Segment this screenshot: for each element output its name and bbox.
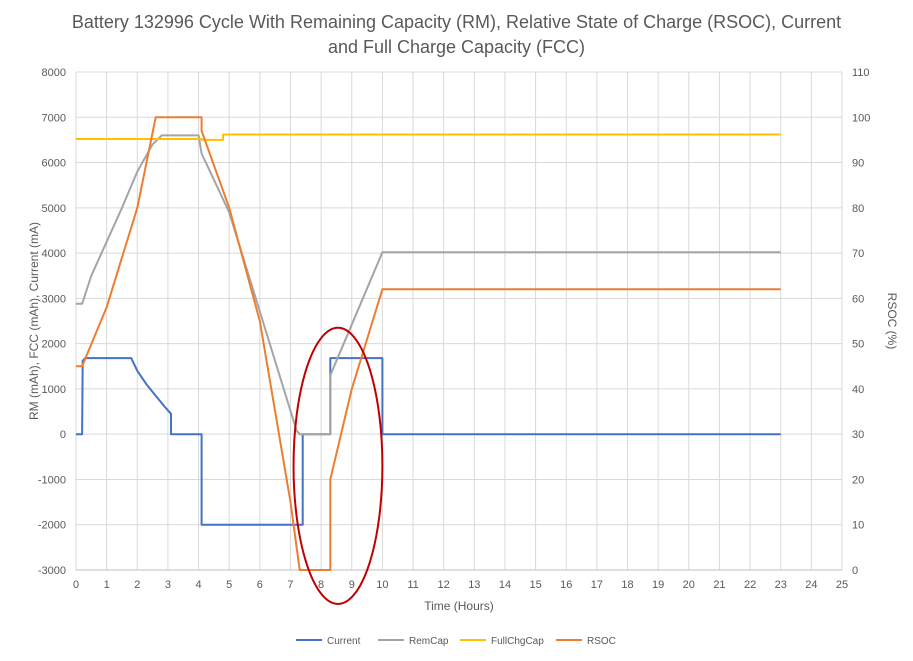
annotation-ellipse <box>292 326 384 605</box>
x-tick-label: 17 <box>591 579 603 591</box>
legend-label: Current <box>327 636 361 647</box>
x-tick-label: 11 <box>407 579 418 591</box>
y-tick-label: 8000 <box>42 67 66 79</box>
y2-tick-label: 10 <box>852 520 864 532</box>
y-tick-label: 1000 <box>42 384 66 396</box>
x-tick-label: 0 <box>73 579 79 591</box>
y-axis-title: RM (mAh), FCC (mAh), Current (mA) <box>27 222 41 420</box>
x-tick-label: 1 <box>104 579 110 591</box>
y2-axis-title: RSOC (%) <box>885 293 899 350</box>
x-tick-label: 21 <box>713 579 725 591</box>
x-tick-label: 2 <box>134 579 140 591</box>
x-tick-label: 8 <box>318 579 324 591</box>
x-tick-label: 6 <box>257 579 263 591</box>
y2-tick-label: 30 <box>852 429 864 441</box>
y2-tick-label: 20 <box>852 474 864 486</box>
x-tick-label: 15 <box>529 579 541 591</box>
y-tick-label: 0 <box>60 429 66 441</box>
y2-tick-label: 100 <box>852 112 870 124</box>
y-tick-label: 3000 <box>42 293 66 305</box>
series-line-remcap <box>76 134 781 436</box>
chart-title-line-1: Battery 132996 Cycle With Remaining Capa… <box>71 12 842 32</box>
x-tick-label: 18 <box>621 579 633 591</box>
y-tick-label: -3000 <box>38 565 66 577</box>
legend-label: FullChgCap <box>491 636 544 647</box>
x-tick-label: 14 <box>499 579 511 591</box>
y-tick-label: 5000 <box>42 203 66 215</box>
series-line-fullchgcap <box>76 133 781 141</box>
x-tick-label: 24 <box>805 579 817 591</box>
y-tick-label: -1000 <box>38 474 66 486</box>
chart-title-line-2: and Full Charge Capacity (FCC) <box>327 37 586 57</box>
y-tick-label: 6000 <box>42 158 66 170</box>
x-tick-label: 25 <box>836 579 848 591</box>
series-line-current <box>76 357 781 526</box>
series-line-rsoc <box>76 116 781 571</box>
x-tick-label: 13 <box>468 579 480 591</box>
x-tick-label: 5 <box>226 579 232 591</box>
x-tick-label: 4 <box>195 579 201 591</box>
x-tick-label: 7 <box>287 579 293 591</box>
x-tick-label: 10 <box>376 579 388 591</box>
x-tick-label: 23 <box>775 579 787 591</box>
y-tick-label: 7000 <box>42 112 66 124</box>
legend-label: RSOC <box>587 636 616 647</box>
y2-tick-label: 70 <box>852 248 864 260</box>
y2-tick-label: 0 <box>852 565 858 577</box>
y-tick-label: 2000 <box>42 339 66 351</box>
x-tick-label: 16 <box>560 579 572 591</box>
x-axis-title: Time (Hours) <box>424 599 494 613</box>
x-tick-label: 22 <box>744 579 756 591</box>
x-tick-label: 9 <box>349 579 355 591</box>
x-tick-label: 19 <box>652 579 664 591</box>
legend-label: RemCap <box>409 636 449 647</box>
y2-tick-label: 90 <box>852 158 864 170</box>
y2-tick-label: 50 <box>852 339 864 351</box>
y2-tick-label: 80 <box>852 203 864 215</box>
y-tick-label: -2000 <box>38 520 66 532</box>
x-tick-label: 3 <box>165 579 171 591</box>
y-tick-label: 4000 <box>42 248 66 260</box>
x-tick-label: 20 <box>683 579 695 591</box>
y2-tick-label: 110 <box>852 67 870 79</box>
y2-tick-label: 60 <box>852 293 864 305</box>
chart-title: Battery 132996 Cycle With Remaining Capa… <box>0 10 913 60</box>
y2-tick-label: 40 <box>852 384 864 396</box>
x-tick-label: 12 <box>438 579 450 591</box>
